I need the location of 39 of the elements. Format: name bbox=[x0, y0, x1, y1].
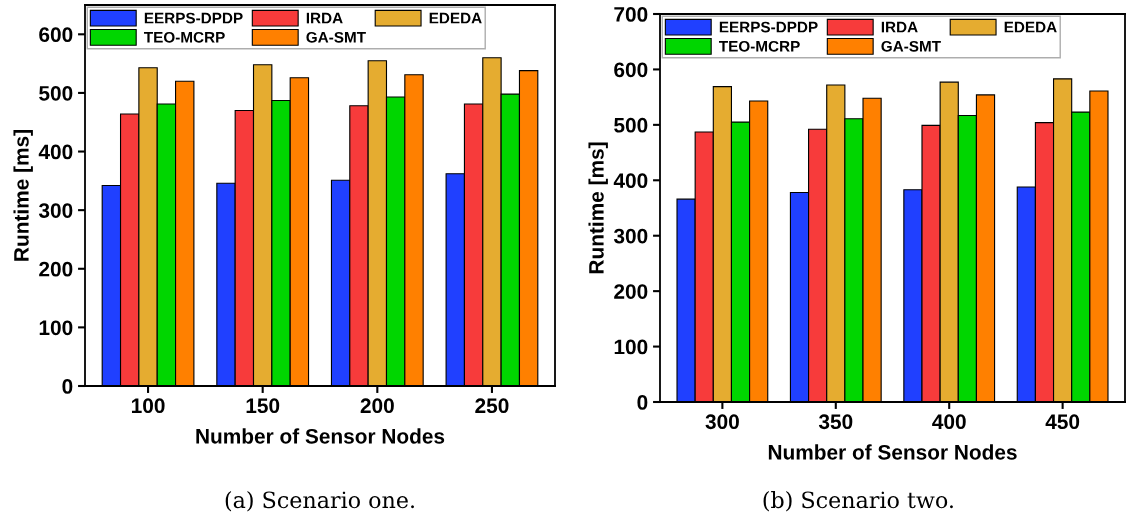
x-axis-title: Number of Sensor Nodes bbox=[768, 444, 1017, 460]
text: (a) Scenario one. bbox=[225, 491, 414, 512]
y-tick-label: 100 bbox=[614, 339, 648, 355]
x-tick-label: 450 bbox=[1045, 414, 1080, 430]
x-axis-title: Number of Sensor Nodes bbox=[196, 428, 445, 444]
legend-label: EDEDA bbox=[429, 12, 482, 24]
y-axis-title: Runtime [ms] bbox=[588, 142, 608, 274]
y-tick-label: 500 bbox=[39, 85, 73, 101]
x-tick-label: 200 bbox=[360, 398, 394, 414]
legend-label: TEO-MCRP bbox=[143, 31, 225, 43]
legend-label: IRDA bbox=[881, 21, 918, 33]
y-tick-label: 400 bbox=[613, 173, 648, 189]
y-tick-label: 400 bbox=[38, 144, 73, 160]
y-tick-label: 200 bbox=[614, 284, 648, 299]
x-tick-label: 250 bbox=[475, 398, 509, 414]
legend-label: EERPS-DPDP bbox=[719, 21, 818, 33]
legend-label: IRDA bbox=[306, 12, 343, 24]
y-tick-label: 100 bbox=[39, 320, 73, 336]
y-tick-label: 700 bbox=[614, 7, 648, 22]
x-tick-label: 150 bbox=[246, 398, 280, 414]
legend-label: EERPS-DPDP bbox=[144, 12, 243, 24]
y-tick-label: 500 bbox=[614, 117, 648, 133]
text: (b) Scenario two. bbox=[763, 491, 953, 512]
legend-label: TEO-MCRP bbox=[718, 40, 800, 52]
legend-label: EDEDA bbox=[1004, 21, 1057, 33]
x-tick-label: 350 bbox=[818, 414, 853, 430]
y-axis-title: Runtime [ms] bbox=[13, 130, 33, 261]
x-tick-label: 300 bbox=[705, 414, 739, 430]
y-tick-label: 300 bbox=[38, 203, 73, 218]
y-tick-label: 200 bbox=[39, 261, 73, 277]
y-tick-label: 300 bbox=[613, 228, 648, 244]
y-tick-label: 0 bbox=[637, 395, 648, 410]
legend-label: GA-SMT bbox=[881, 40, 941, 52]
legend-label: GA-SMT bbox=[306, 31, 366, 43]
y-tick-label: 600 bbox=[39, 27, 73, 43]
y-tick-label: 600 bbox=[614, 62, 648, 78]
x-tick-label: 100 bbox=[131, 398, 165, 414]
y-tick-label: 0 bbox=[62, 379, 73, 394]
x-tick-label: 400 bbox=[932, 414, 966, 430]
